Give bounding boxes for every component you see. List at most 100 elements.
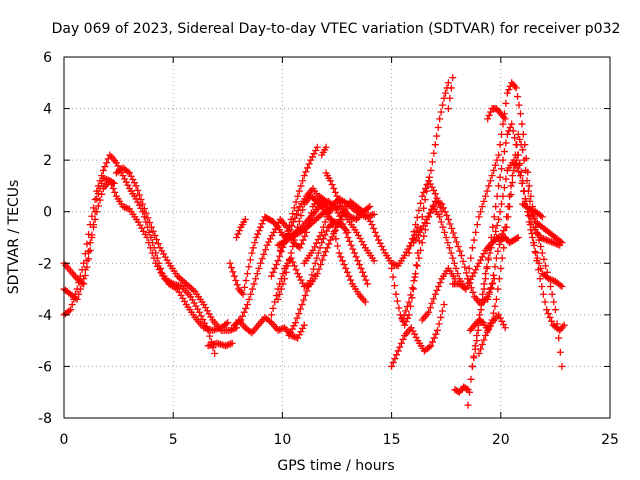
data-point <box>331 226 339 234</box>
data-point <box>349 245 357 253</box>
data-point <box>425 173 433 181</box>
data-point <box>361 298 369 306</box>
data-point <box>477 345 485 353</box>
data-point <box>272 261 280 269</box>
data-point <box>546 282 554 290</box>
data-point <box>465 279 473 287</box>
data-point <box>294 223 302 231</box>
data-point <box>276 290 284 298</box>
data-point <box>312 239 320 247</box>
data-point <box>65 307 73 315</box>
data-point <box>511 151 519 159</box>
data-point <box>226 259 234 267</box>
data-point <box>108 181 116 189</box>
data-point <box>263 241 271 249</box>
data-point <box>548 317 556 325</box>
data-point <box>474 326 482 334</box>
data-point <box>463 275 471 283</box>
data-point <box>536 275 544 283</box>
data-point <box>335 195 343 203</box>
data-point <box>475 213 483 221</box>
data-point <box>89 223 97 231</box>
data-series <box>60 74 568 409</box>
data-point <box>98 172 106 180</box>
data-point <box>370 210 378 218</box>
data-point <box>124 168 132 176</box>
data-point <box>510 161 518 169</box>
data-point <box>247 290 255 298</box>
data-point <box>297 182 305 190</box>
data-point <box>299 177 307 185</box>
data-point <box>528 234 536 241</box>
data-point <box>522 166 530 174</box>
data-point <box>483 187 491 195</box>
data-point <box>311 243 319 251</box>
data-point <box>371 228 379 236</box>
y-tick-label: -4 <box>38 308 52 324</box>
data-point <box>425 343 433 351</box>
y-tick-label: -2 <box>38 256 52 272</box>
data-point <box>96 196 104 204</box>
data-point <box>417 199 425 207</box>
data-point <box>127 172 135 180</box>
data-point <box>391 282 399 290</box>
data-point <box>306 277 314 285</box>
data-point <box>310 150 318 158</box>
tick-labels: 0 5 10 15 20 25 -8 -6 -4 -2 0 2 4 6 <box>38 50 619 448</box>
data-point <box>75 279 83 287</box>
data-point <box>313 143 321 151</box>
data-point <box>435 199 443 207</box>
data-point <box>323 244 331 252</box>
data-point <box>295 331 303 339</box>
data-point <box>472 228 480 236</box>
data-point <box>443 212 451 220</box>
data-point <box>444 79 452 87</box>
series-arc-21 <box>388 301 448 370</box>
data-point <box>267 272 275 280</box>
data-point <box>350 249 358 257</box>
data-point <box>436 203 444 211</box>
data-point <box>514 234 522 241</box>
data-point <box>444 105 452 113</box>
data-point <box>427 342 435 350</box>
data-point <box>334 242 342 250</box>
data-point <box>532 249 540 257</box>
data-point <box>476 316 484 324</box>
data-point <box>413 262 421 270</box>
data-point <box>558 239 566 247</box>
data-point <box>106 177 114 185</box>
data-point <box>99 166 107 174</box>
data-point <box>135 191 143 199</box>
data-point <box>294 206 302 214</box>
data-point <box>465 388 473 396</box>
data-point <box>495 275 503 283</box>
data-point <box>147 223 155 231</box>
data-point <box>399 335 407 343</box>
data-point <box>501 223 509 231</box>
data-point <box>316 244 324 252</box>
data-point <box>397 339 405 347</box>
data-point <box>467 375 475 383</box>
data-point <box>323 227 331 235</box>
data-point <box>514 130 522 138</box>
data-point <box>470 236 478 244</box>
data-point <box>441 228 449 236</box>
data-point <box>436 213 444 221</box>
data-point <box>520 156 528 164</box>
data-point <box>503 130 511 138</box>
data-point <box>211 350 219 358</box>
data-point <box>295 310 303 318</box>
data-point <box>485 182 493 190</box>
data-point <box>526 197 534 205</box>
series-arc-9 <box>235 313 308 342</box>
data-point <box>112 159 120 167</box>
y-tick-label: 0 <box>43 205 52 221</box>
data-point <box>272 292 280 300</box>
data-point <box>437 313 445 321</box>
data-point <box>274 295 282 303</box>
data-point <box>232 276 240 284</box>
data-point <box>530 215 538 223</box>
data-point <box>472 266 480 274</box>
data-point <box>297 328 305 336</box>
data-point <box>119 172 127 180</box>
